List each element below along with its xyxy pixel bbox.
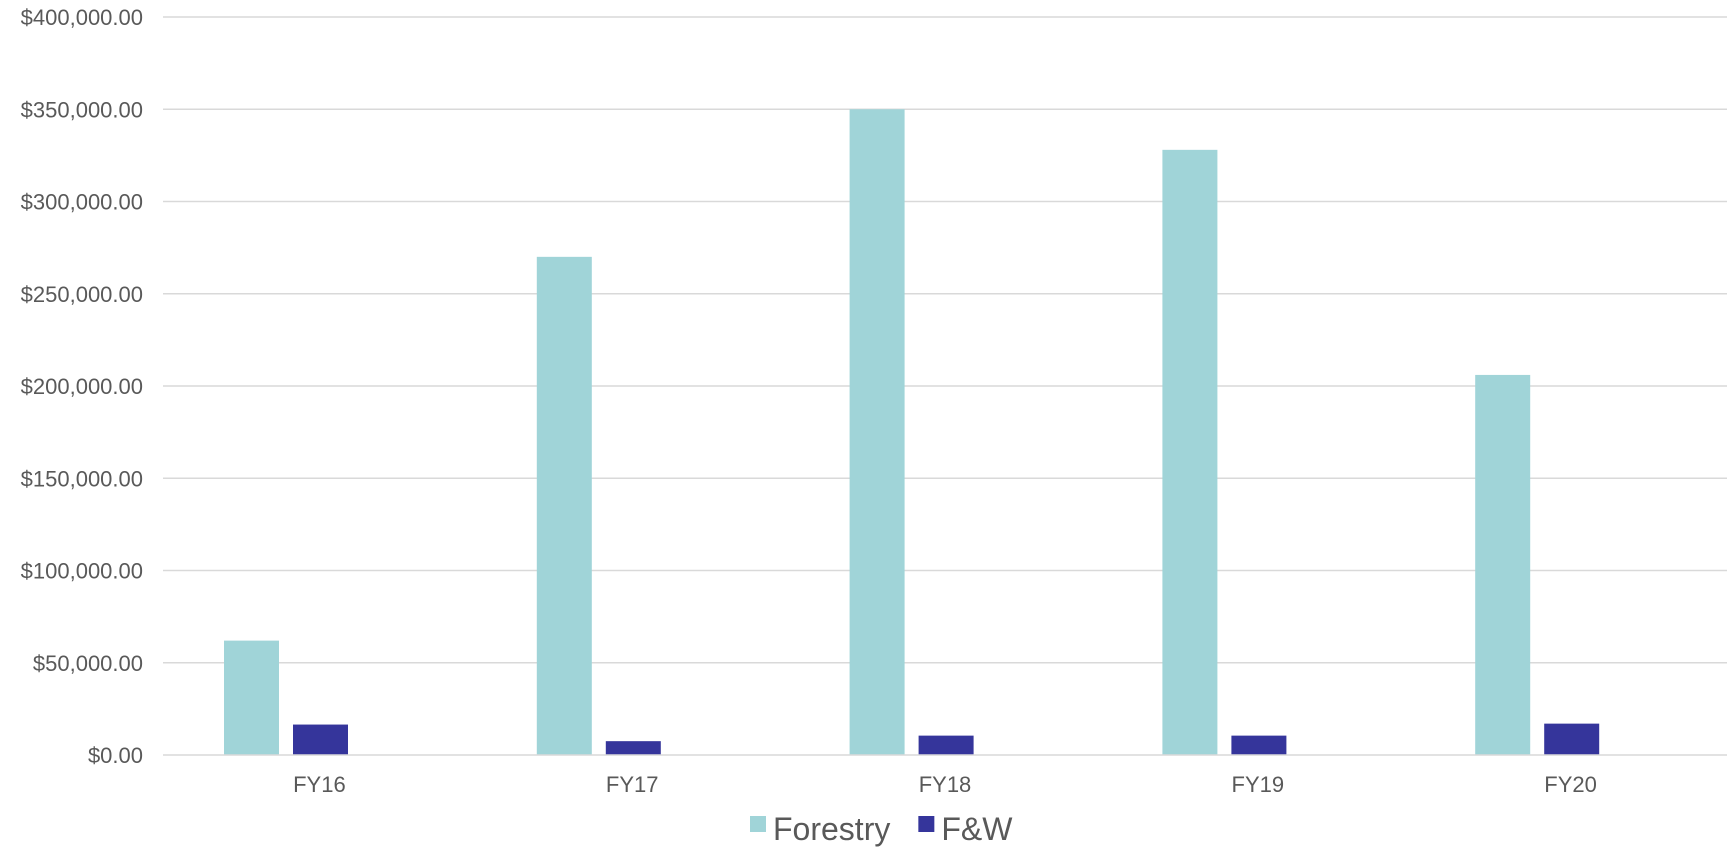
legend: Forestry F&W [750,811,1013,847]
bar-forestry-fy18 [849,109,905,755]
bar-f-w-fy20 [1544,723,1600,755]
y-axis-tick-labels: $0.00 $50,000.00 $100,000.00 $150,000.00 $20… [21,5,143,768]
x-tick-label: FY18 [919,772,972,797]
y-tick-label: $0.00 [88,743,143,768]
legend-swatch [918,816,935,832]
legend-label: Forestry [773,811,890,847]
x-tick-label: FY19 [1232,772,1285,797]
y-tick-label: $200,000.00 [21,374,143,399]
x-tick-label: FY16 [293,772,346,797]
bar-forestry-fy17 [536,256,592,755]
y-tick-label: $50,000.00 [33,651,143,676]
y-tick-label: $400,000.00 [21,5,143,30]
gridlines [163,16,1727,664]
y-tick-label: $250,000.00 [21,282,143,307]
bar-forestry-fy16 [224,640,279,755]
x-tick-label: FY17 [606,772,659,797]
y-tick-label: $100,000.00 [21,559,143,584]
bar-f-w-fy16 [293,724,348,755]
legend-item-forestry: Forestry [750,811,890,847]
bars [224,109,1600,756]
y-tick-label: $150,000.00 [21,466,143,491]
legend-label: F&W [941,811,1013,847]
x-axis-tick-labels: FY16 FY17 FY18 FY19 FY20 [293,772,1597,797]
bar-f-w-fy18 [918,735,974,755]
bar-f-w-fy19 [1231,735,1287,755]
y-tick-label: $350,000.00 [21,97,143,122]
legend-swatch [750,816,766,832]
x-tick-label: FY20 [1544,772,1597,797]
bar-forestry-fy20 [1475,374,1531,755]
bar-f-w-fy17 [605,741,661,755]
legend-item-f-w: F&W [918,811,1013,847]
y-tick-label: $300,000.00 [21,190,143,215]
bar-forestry-fy19 [1162,149,1218,756]
